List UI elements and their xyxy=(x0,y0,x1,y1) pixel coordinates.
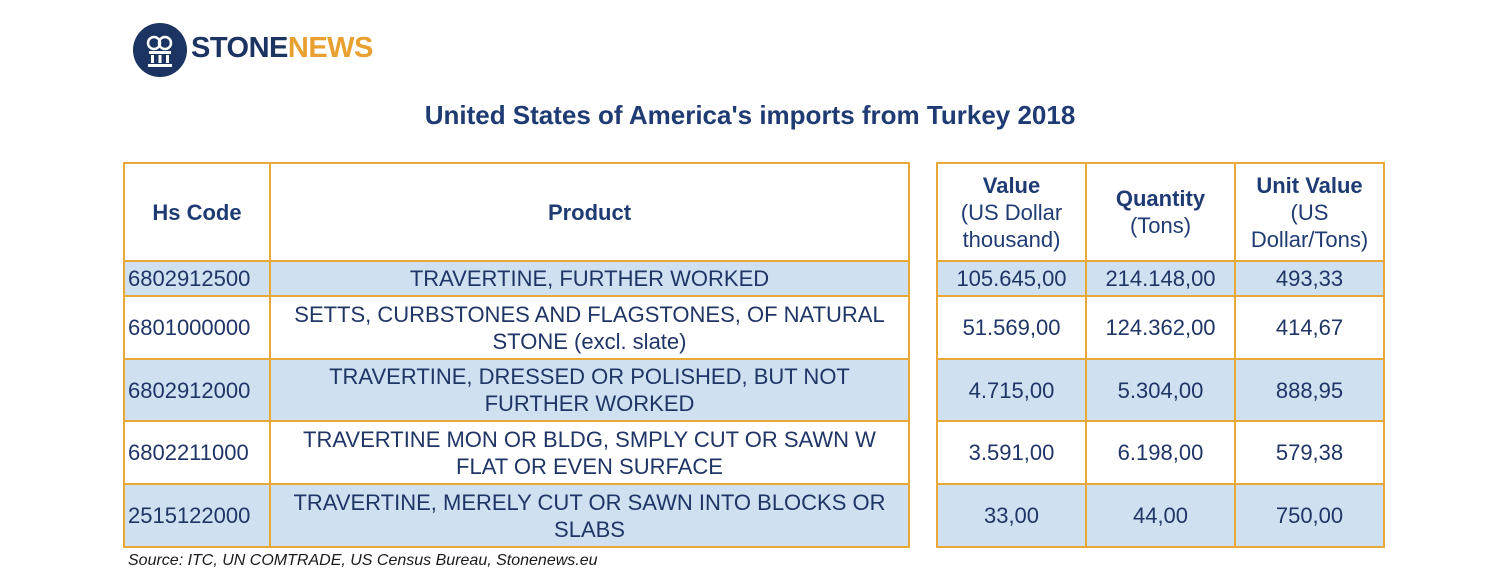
logo: STONENEWS xyxy=(132,22,432,78)
header-cell: Hs Code xyxy=(123,162,271,262)
table-row: 3.591,00 6.198,00 579,38 xyxy=(936,420,1385,485)
header-cell: Product xyxy=(269,162,910,262)
value-cell: 579,38 xyxy=(1234,420,1385,485)
table-row: 6802912000 TRAVERTINE, DRESSED OR POLISHE… xyxy=(123,358,910,422)
table-row: 105.645,00 214.148,00 493,33 xyxy=(936,260,1385,297)
product-cell: TRAVERTINE, MERELY CUT OR SAWN INTO BLOC… xyxy=(269,483,910,548)
value-cell: 6.198,00 xyxy=(1085,420,1236,485)
header-unit: (US Dollar/Tons) xyxy=(1250,199,1369,252)
header-cell: Value (US Dollar thousand) xyxy=(936,162,1087,262)
logo-text: STONENEWS xyxy=(191,32,373,65)
header-unit: (Tons) xyxy=(1129,213,1192,238)
table-row: 6802211000 TRAVERTINE MON OR BLDG, SMPLY … xyxy=(123,420,910,485)
header-title: Unit Value xyxy=(1256,172,1363,198)
header-unit: (US Dollar thousand) xyxy=(960,199,1063,252)
logo-icon xyxy=(133,23,187,77)
value-cell: 888,95 xyxy=(1234,358,1385,422)
header-title: Value xyxy=(982,172,1041,198)
hs-code-cell: 6802912000 xyxy=(123,358,271,422)
value-cell: 214.148,00 xyxy=(1085,260,1236,297)
header-row: Hs Code Product xyxy=(123,162,910,262)
logo-part: STONE xyxy=(191,32,288,64)
product-cell: SETTS, CURBSTONES AND FLAGSTONES, OF NAT… xyxy=(269,295,910,360)
value-cell: 105.645,00 xyxy=(936,260,1087,297)
value-cell: 44,00 xyxy=(1085,483,1236,548)
table-row: 33,00 44,00 750,00 xyxy=(936,483,1385,548)
value-cell: 493,33 xyxy=(1234,260,1385,297)
header-cell: Unit Value (US Dollar/Tons) xyxy=(1234,162,1385,262)
value-cell: 5.304,00 xyxy=(1085,358,1236,422)
value-cell: 124.362,00 xyxy=(1085,295,1236,360)
header-title: Quantity xyxy=(1115,186,1206,211)
table-row: 6802912500 TRAVERTINE, FURTHER WORKED xyxy=(123,260,910,297)
value-cell: 750,00 xyxy=(1234,483,1385,548)
logo-part: NEWS xyxy=(287,32,374,64)
header-cell: Quantity (Tons) xyxy=(1085,162,1236,262)
table-row: 4.715,00 5.304,00 888,95 xyxy=(936,358,1385,422)
title: United States of America's imports from … xyxy=(424,100,1076,130)
hs-code-cell: 6802211000 xyxy=(123,420,271,485)
product-table: Hs Code Product 6802912500 TRAVERTINE, FURT… xyxy=(123,162,910,548)
hs-code-cell: 6801000000 xyxy=(123,295,271,360)
hs-code-cell: 2515122000 xyxy=(123,483,271,548)
value-cell: 33,00 xyxy=(936,483,1087,548)
value-cell: 4.715,00 xyxy=(936,358,1087,422)
header-row: Value (US Dollar thousand) Quantity (Tons) U… xyxy=(936,162,1385,262)
value-cell: 3.591,00 xyxy=(936,420,1087,485)
product-cell: TRAVERTINE, FURTHER WORKED xyxy=(269,260,910,297)
table-row: 6801000000 SETTS, CURBSTONES AND FLAGSTON… xyxy=(123,295,910,360)
table-row: 2515122000 TRAVERTINE, MERELY CUT OR SAWN… xyxy=(123,483,910,548)
product-cell: TRAVERTINE MON OR BLDG, SMPLY CUT OR SAW… xyxy=(269,420,910,485)
product-cell: TRAVERTINE, DRESSED OR POLISHED, BUT NOT… xyxy=(269,358,910,422)
table-row: 51.569,00 124.362,00 414,67 xyxy=(936,295,1385,360)
value-table: Value (US Dollar thousand) Quantity (Tons) U… xyxy=(936,162,1385,548)
value-cell: 51.569,00 xyxy=(936,295,1087,360)
value-cell: 414,67 xyxy=(1234,295,1385,360)
hs-code-cell: 6802912500 xyxy=(123,260,271,297)
source: Source: ITC, UN COMTRADE, US Census Bure… xyxy=(128,552,598,569)
